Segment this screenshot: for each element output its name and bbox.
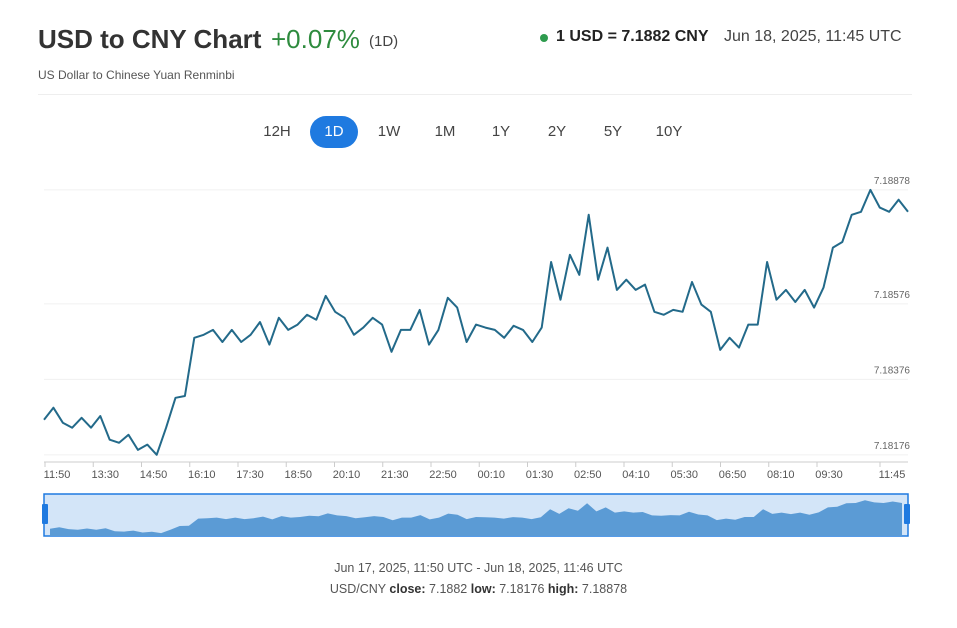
y-tick-label: 7.18176 — [874, 441, 911, 452]
navigator-handle — [42, 504, 48, 524]
y-tick-label: 7.18576 — [874, 290, 911, 301]
x-tick-label: 05:30 — [670, 469, 698, 481]
x-tick-label: 00:10 — [477, 469, 505, 481]
subtitle: US Dollar to Chinese Yuan Renminbi — [38, 68, 235, 82]
x-tick-label: 17:30 — [236, 469, 264, 481]
x-tick-label: 02:50 — [574, 469, 602, 481]
x-tick-label: 21:30 — [381, 469, 409, 481]
y-tick-label: 7.18376 — [874, 365, 911, 376]
x-tick-label: 14:50 — [140, 469, 168, 481]
price-line — [43, 188, 909, 456]
range-button[interactable]: 1M — [434, 123, 456, 140]
rate: 1 USD = 7.1882 CNY — [556, 28, 709, 45]
timestamp: Jun 18, 2025, 11:45 UTC — [724, 28, 902, 45]
x-tick-label: 18:50 — [284, 469, 312, 481]
x-tick-label: 20:10 — [333, 469, 361, 481]
range-button[interactable]: 10Y — [655, 123, 683, 140]
period: (1D) — [369, 33, 399, 50]
x-tick-label: 04:10 — [622, 469, 650, 481]
x-tick-label: 06:50 — [719, 469, 747, 481]
range-button[interactable]: 1D — [310, 116, 358, 148]
x-tick-label: 13:30 — [91, 469, 119, 481]
x-tick-label: 11:50 — [44, 469, 71, 481]
range-selector: 12H 1D 1W 1M 1Y 2Y 5Y 10Y — [250, 116, 698, 148]
footer-range: Jun 17, 2025, 11:50 UTC - Jun 18, 2025, … — [334, 561, 623, 575]
navigator-area — [50, 500, 902, 536]
range-button[interactable]: 12H — [263, 123, 291, 140]
range-button[interactable]: 1W — [377, 123, 401, 140]
footer-stats: USD/CNY close: 7.1882 low: 7.18176 high:… — [0, 582, 957, 596]
x-tick-label: 08:10 — [767, 469, 795, 481]
y-tick-label: 7.18878 — [874, 176, 911, 187]
title: USD to CNY Chart — [38, 24, 262, 54]
x-tick-label: 09:30 — [815, 469, 843, 481]
range-button[interactable]: 5Y — [603, 123, 623, 140]
low: 7.18176 — [499, 582, 545, 596]
close-label: close: — [389, 582, 426, 596]
low-label: low: — [470, 582, 496, 596]
x-tick-label: 11:45 — [879, 469, 906, 481]
high: 7.18878 — [581, 582, 628, 596]
change: +0.07% — [271, 24, 360, 54]
pair: USD/CNY — [329, 582, 386, 596]
x-tick-label: 01:30 — [526, 469, 554, 481]
close: 7.1882 — [429, 582, 468, 596]
high-label: high: — [547, 582, 579, 596]
separator — [38, 94, 912, 95]
x-tick-label: 22:50 — [429, 469, 457, 481]
status-dot — [540, 34, 548, 42]
navigator-handle — [904, 504, 910, 524]
range-button[interactable]: 2Y — [547, 123, 567, 140]
range-button[interactable]: 1Y — [491, 123, 511, 140]
x-tick-label: 16:10 — [188, 469, 216, 481]
